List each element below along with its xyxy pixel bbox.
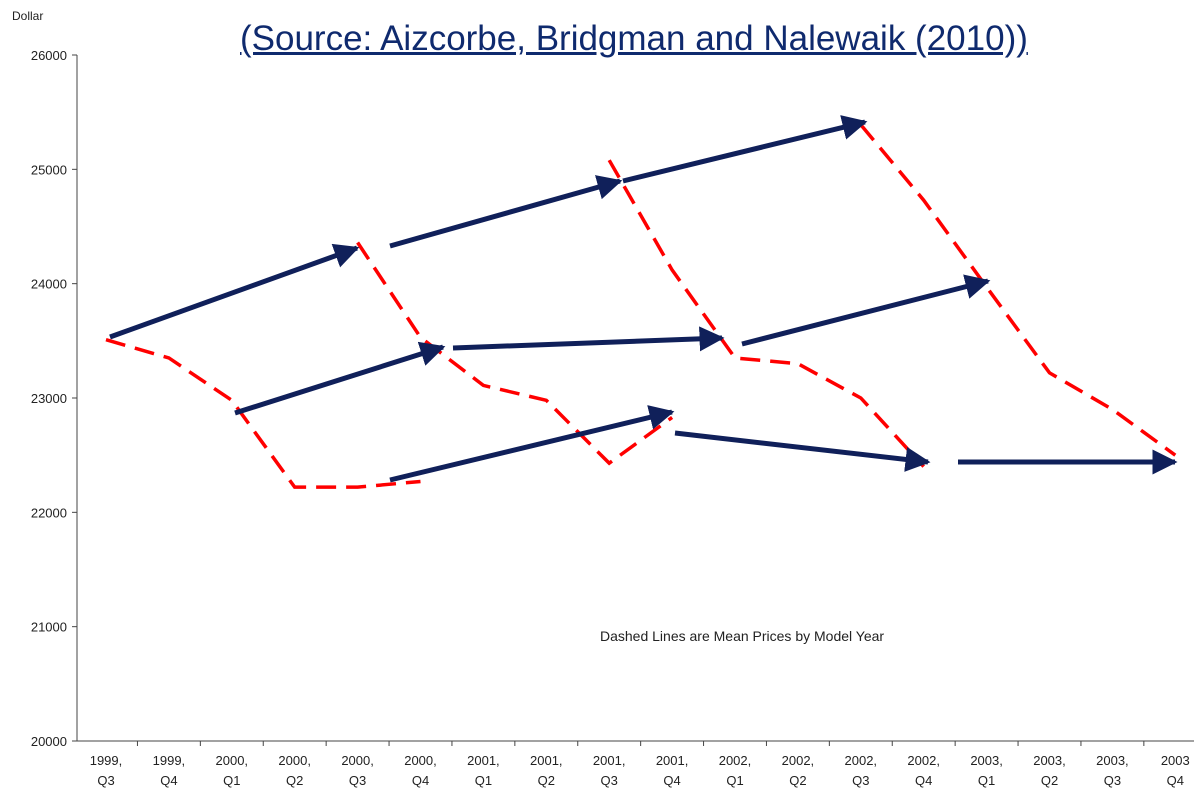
series-group — [105, 123, 1177, 489]
series-line — [859, 123, 1177, 457]
arrows — [109, 115, 1178, 483]
x-tick-label: 2003, Q1 — [970, 753, 1003, 788]
y-tick-label: 22000 — [31, 505, 67, 520]
series-line — [105, 338, 421, 489]
arrow — [452, 326, 725, 352]
x-tick-label: 2002, Q4 — [907, 753, 940, 788]
y-tick-label: 25000 — [31, 162, 67, 177]
x-tick-label: 2003 Q4 — [1161, 753, 1190, 788]
arrow — [234, 341, 446, 416]
x-tick-label: 2002, Q2 — [782, 753, 815, 788]
x-tick-label: 2000, Q2 — [278, 753, 311, 788]
x-tick-label: 2000, Q1 — [216, 753, 249, 788]
x-tick-label: 2000, Q3 — [341, 753, 374, 788]
y-tick-label: 23000 — [31, 391, 67, 406]
x-tick-label: 2001, Q3 — [593, 753, 626, 788]
x-tick-label: 2001, Q4 — [656, 753, 689, 788]
x-tick-label: 2002, Q1 — [719, 753, 752, 788]
series-line — [356, 241, 674, 466]
x-tick-label: 1999, Q3 — [90, 753, 123, 788]
arrow — [622, 115, 868, 184]
x-tick-label: 2003, Q2 — [1033, 753, 1066, 788]
x-tick-label: 1999, Q4 — [153, 753, 186, 788]
y-tick-label: 20000 — [31, 734, 67, 749]
y-tick-label: 24000 — [31, 277, 67, 292]
series-line — [607, 159, 925, 468]
x-tick-label: 2001, Q1 — [467, 753, 500, 788]
y-tick-label: 26000 — [31, 48, 67, 63]
arrow — [389, 405, 675, 483]
x-tick-label: 2002, Q3 — [845, 753, 878, 788]
arrow — [109, 243, 360, 340]
arrow — [674, 430, 931, 472]
y-axis-label: Dollar — [12, 9, 43, 23]
y-tick-label: 21000 — [31, 620, 67, 635]
x-tick-label: 2003, Q3 — [1096, 753, 1129, 788]
arrow — [741, 274, 991, 347]
chart-title: (Source: Aizcorbe, Bridgman and Nalewaik… — [240, 19, 1028, 58]
annotation: Dashed Lines are Mean Prices by Model Ye… — [600, 628, 884, 644]
x-tick-label: 2000, Q4 — [404, 753, 437, 788]
arrow — [389, 175, 623, 249]
x-tick-label: 2001, Q2 — [530, 753, 563, 788]
